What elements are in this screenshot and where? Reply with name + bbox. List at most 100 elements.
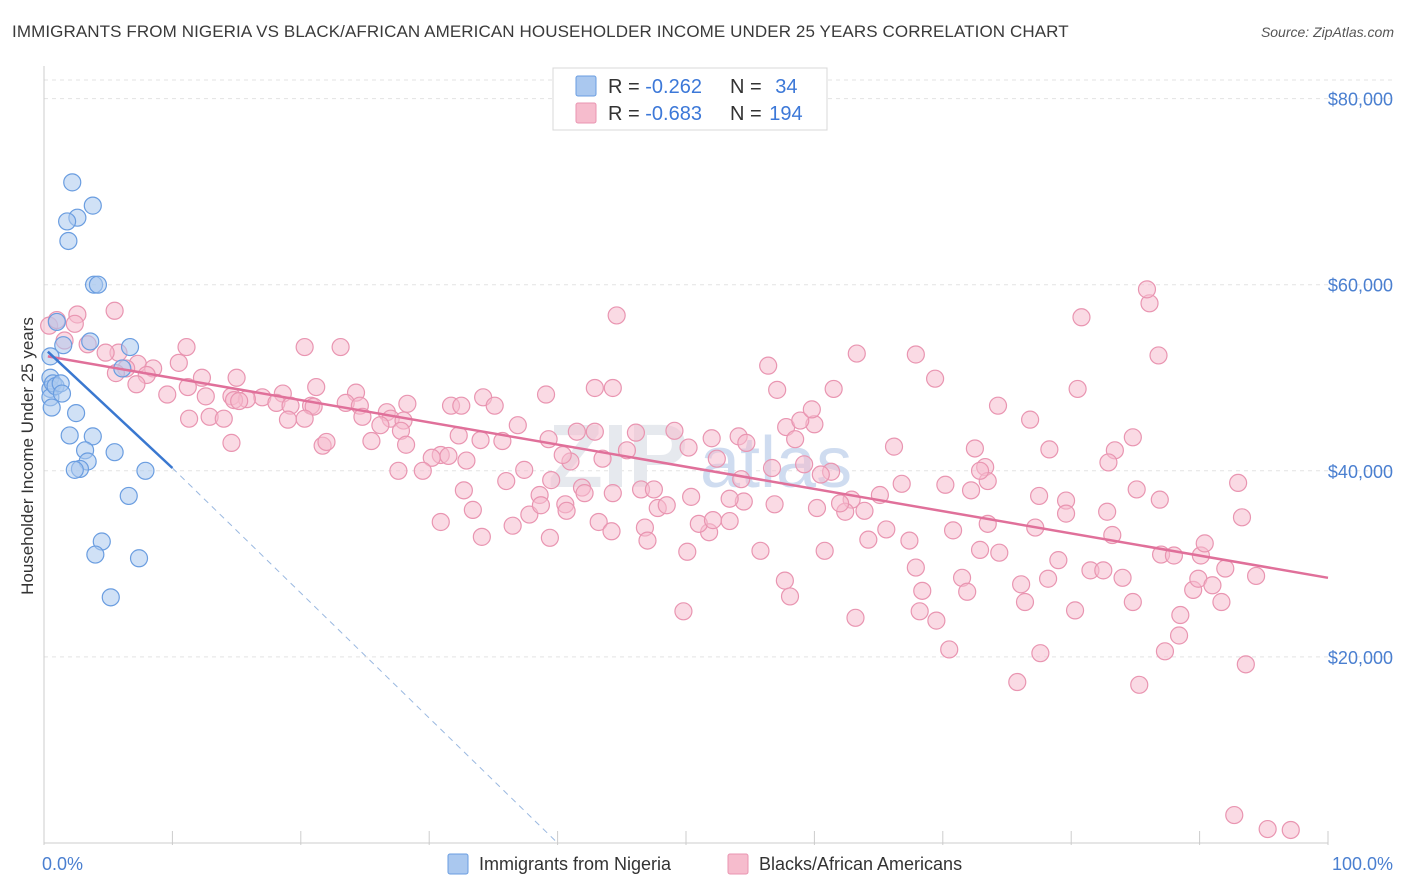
pink-point-83 [786, 430, 805, 449]
svg-text:N = 34: N = 34 [730, 76, 798, 98]
pink-point-88 [603, 484, 622, 503]
pink-point-61 [508, 416, 527, 435]
pink-point-185 [906, 345, 925, 364]
pink-point-76 [702, 429, 721, 448]
pink-point-200 [1031, 644, 1050, 663]
pink-point-80 [768, 380, 787, 399]
pink-point-113 [589, 512, 608, 532]
pink-point-24 [158, 385, 177, 404]
pink-point-124 [720, 511, 739, 531]
pink-point-172 [1246, 566, 1266, 586]
blue-point-29 [65, 460, 84, 479]
pink-point-40 [452, 396, 471, 415]
pink-point-38 [398, 394, 417, 413]
pink-point-10 [331, 337, 350, 357]
y-axis-label: Householder Income Under 25 years [18, 317, 37, 595]
pink-point-188 [884, 437, 904, 456]
pink-point-81 [791, 411, 810, 430]
bottom-legend: Immigrants from Nigeria Blacks/African A… [447, 853, 962, 875]
y-tick-labels: $20,000 $40,000 $60,000 $80,000 [1328, 90, 1393, 668]
legend-n-label-pink: N = [730, 103, 767, 125]
legend-n-value-blue: 34 [775, 76, 797, 98]
pink-point-87 [542, 471, 561, 490]
pink-point-180 [1149, 346, 1168, 365]
pink-point-47 [278, 410, 298, 429]
pink-point-196 [936, 475, 955, 494]
pink-point-62 [515, 460, 534, 479]
pink-point-190 [988, 396, 1008, 415]
pink-point-67 [396, 435, 416, 454]
legend-swatch-blue [575, 75, 597, 97]
pink-point-198 [1155, 642, 1175, 661]
pink-point-155 [1098, 502, 1117, 521]
pink-point-167 [1195, 534, 1214, 553]
pink-point-30 [230, 391, 249, 411]
pink-point-157 [1113, 568, 1132, 587]
blue-point-20 [42, 398, 61, 417]
bottom-legend-label-blue: Immigrants from Nigeria [479, 854, 672, 874]
pink-point-43 [536, 385, 556, 404]
pink-point-139 [970, 540, 990, 559]
pink-point-9 [295, 337, 314, 357]
pink-point-191 [1021, 410, 1040, 429]
blue-point-22 [60, 426, 79, 445]
blue-point-33 [129, 549, 149, 568]
pink-point-65 [413, 461, 432, 480]
blue-point-2 [58, 212, 77, 231]
blue-trend-line [46, 350, 174, 469]
pink-trend-line [47, 355, 1329, 580]
blue-point-9 [81, 332, 100, 351]
pink-point-177 [1225, 805, 1244, 825]
pink-point-96 [679, 438, 698, 457]
pink-point-152 [1065, 601, 1085, 620]
pink-point-179 [1137, 280, 1157, 299]
pink-point-70 [222, 433, 241, 452]
blue-point-30 [119, 486, 138, 506]
blue-point-10 [120, 337, 140, 357]
blue-point-32 [86, 545, 105, 564]
blue-point-5 [59, 231, 78, 251]
pink-point-158 [1123, 592, 1142, 612]
pink-point-93 [575, 484, 594, 503]
blue-point-25 [105, 443, 124, 462]
blue-point-8 [54, 336, 73, 355]
blue-point-23 [83, 427, 102, 446]
pink-point-138 [958, 582, 977, 601]
blue-point-28 [136, 461, 155, 480]
bottom-legend-swatch-blue [447, 853, 469, 875]
pink-point-192 [1040, 440, 1059, 459]
pink-point-116 [602, 522, 621, 541]
pink-point-126 [775, 571, 794, 590]
pink-point-143 [990, 543, 1009, 562]
pink-point-8 [177, 337, 196, 357]
pink-point-69 [317, 432, 336, 452]
pink-point-119 [678, 542, 697, 561]
pink-point-174 [1236, 655, 1255, 674]
pink-point-216 [431, 512, 450, 532]
blue-point-6 [88, 275, 108, 294]
y-tick-label-3: $80,000 [1328, 90, 1393, 110]
y-tick-label-1: $40,000 [1328, 462, 1393, 482]
legend-r-value-blue: -0.262 [645, 76, 702, 98]
axes [43, 66, 1329, 845]
y-tick-label-0: $20,000 [1328, 648, 1393, 668]
pink-point-20 [127, 375, 146, 394]
pink-point-151 [1056, 504, 1076, 523]
pink-points [40, 280, 1300, 840]
pink-point-148 [1038, 569, 1058, 588]
svg-text:N = 194: N = 194 [730, 103, 803, 125]
pink-point-170 [1216, 559, 1235, 578]
y-tick-label-2: $60,000 [1328, 276, 1393, 296]
pink-point-105 [811, 465, 830, 484]
pink-point-3 [105, 301, 124, 320]
pink-point-204 [846, 608, 865, 627]
pink-point-217 [454, 481, 473, 500]
pink-point-189 [965, 439, 985, 458]
legend-r-label-blue: R = [608, 76, 645, 98]
chart-source: Source: ZipAtlas.com [1260, 24, 1394, 40]
pink-point-72 [603, 378, 622, 398]
x-tick-label-max: 100.0% [1332, 854, 1393, 874]
pink-point-46 [214, 409, 233, 428]
pink-point-95 [644, 480, 664, 499]
